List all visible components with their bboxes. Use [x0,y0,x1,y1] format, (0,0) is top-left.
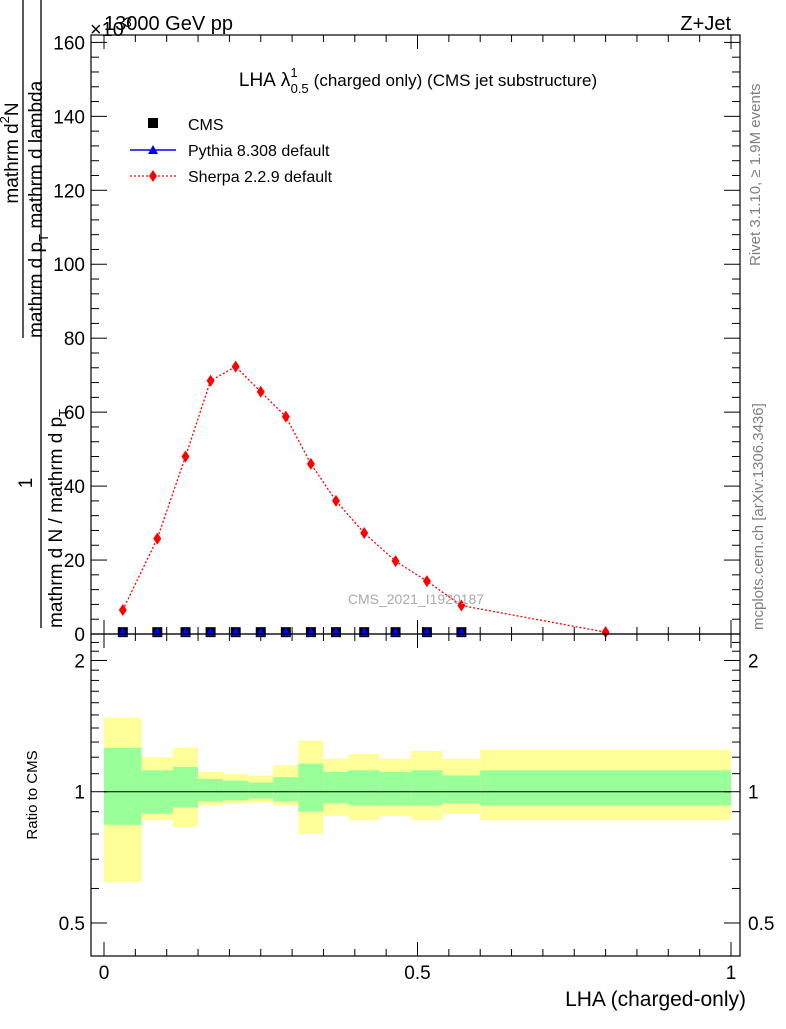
x-tick-label: 0.5 [404,963,430,984]
x-tick-label: 1 [726,963,737,984]
ratio-inner-band [442,775,481,804]
sherpa-point [360,527,369,540]
legend-pythia-marker [148,145,158,154]
ratio-inner-band [298,763,324,812]
sherpa-point [281,410,290,423]
sherpa-point [181,450,190,463]
header-right: Z+Jet [680,13,731,35]
ratio-inner-band [223,780,249,801]
ratio-inner-band [198,778,224,802]
axis-multiplier: ×103 [90,14,132,41]
header-left: 13000 GeV pp [104,13,233,35]
main-y-tick-label: 40 [64,477,85,498]
ratio-inner-band [172,766,199,808]
main-y-tick-label: 0 [74,625,85,646]
legend-pythia-label: Pythia 8.308 default [188,143,330,160]
mcplots-label: mcplots.cern.ch [arXiv:1306.3436] [750,403,767,630]
main-axis-ticks [91,35,740,635]
y-label-top-numer: mathrm d2N [0,102,23,203]
x-tick-label: 0 [99,963,110,984]
analysis-watermark: CMS_2021_I1920187 [348,591,484,607]
ratio-y-tick-label: 0.5 [59,914,85,935]
main-title: LHA λ1 0.5 (charged only) (CMS jet substruc… [239,65,597,96]
ratio-inner-band [273,777,299,802]
sherpa-line [122,365,606,633]
sherpa-point [231,360,240,373]
sherpa-point [331,494,340,507]
sherpa-point [601,626,610,639]
rivet-label: Rivet 3.1.10, ≥ 1.9M events [747,84,764,267]
ratio-y-tick-label-right: 1 [748,783,759,804]
ratio-frame [90,633,741,957]
ratio-inner-band [411,770,443,806]
ratio-y-tick-label: 2 [74,651,85,672]
main-y-tick-label: 80 [64,329,85,350]
main-y-tick-label: 20 [64,551,85,572]
sherpa-point [118,603,127,616]
main-y-tick-label: 100 [53,255,85,276]
main-y-tick-label: 60 [64,403,85,424]
ratio-y-label: Ratio to CMS [24,750,41,839]
sherpa-point [256,385,265,398]
ratio-axis-ticks [91,634,740,956]
ratio-y-tick-label-right: 2 [748,651,759,672]
legend-cms-marker [148,118,158,128]
ratio-tick-labels: 0.5 0.5 1 1 2 2 0 0.5 1 [59,651,775,984]
legend-cms-label: CMS [188,117,224,134]
y-label-front-denom: mathrm d N / mathrm d pT [46,409,71,628]
sherpa-point [422,575,431,588]
legend: CMS Pythia 8.308 default Sherpa 2.2.9 de… [130,117,333,186]
ratio-y-tick-label-right: 0.5 [748,914,774,935]
ratio-inner-band [480,770,731,806]
sherpa-point [153,532,162,545]
ratio-inner-band [104,747,142,825]
sherpa-point [391,555,400,568]
sherpa-point [306,457,315,470]
ratio-inner-band [323,771,349,804]
main-y-tick-label: 120 [53,181,85,202]
ratio-y-tick-label: 1 [74,783,85,804]
ratio-bands-layer [104,717,731,883]
main-y-tick-labels: 0 20 40 60 80 100 120 140 160 [53,33,85,646]
y-label-top-denom: mathrm d pT mathrm d lambda [26,80,51,338]
y-label-front-numer: 1 [16,478,37,489]
legend-sherpa-marker [149,170,157,182]
legend-sherpa-label: Sherpa 2.2.9 default [188,169,333,186]
x-axis-label: LHA (charged-only) [565,988,746,1011]
main-y-label: 1 mathrm d N / mathrm d pT mathrm d2N ma… [0,0,71,628]
sherpa-point [457,599,466,612]
main-y-tick-label: 140 [53,107,85,128]
ratio-inner-band [348,770,380,806]
main-y-tick-label: 160 [53,33,85,54]
sherpa-point [206,374,215,387]
ratio-inner-band [379,771,412,806]
ratio-inner-band [248,782,274,799]
